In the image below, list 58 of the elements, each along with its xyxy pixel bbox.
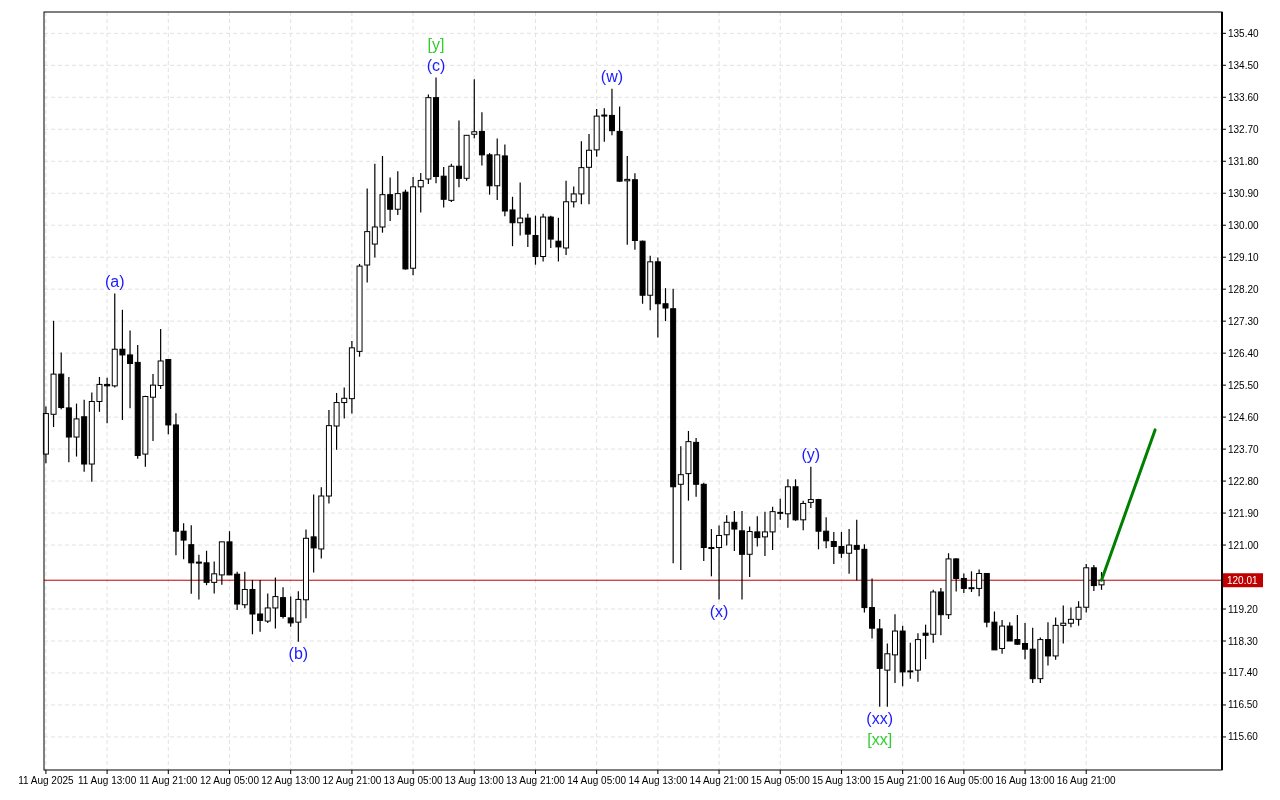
- annotation: [y]: [427, 35, 445, 53]
- y-tick-label: 130.90: [1228, 187, 1260, 199]
- y-tick-label: 125.50: [1228, 379, 1260, 391]
- y-tick-label: 126.40: [1228, 347, 1260, 359]
- y-tick-label: 118.30: [1228, 635, 1259, 647]
- y-tick-label: 132.70: [1228, 123, 1260, 135]
- y-tick-label: 119.20: [1228, 603, 1259, 615]
- y-tick-label: 121.90: [1228, 507, 1260, 519]
- x-tick-label: 11 Aug 21:00: [139, 775, 198, 786]
- candlestick: [188, 524, 195, 595]
- x-tick-label: 15 Aug 21:00: [873, 775, 933, 786]
- y-tick-label: 130.00: [1228, 219, 1260, 231]
- candlestick: [417, 172, 424, 214]
- x-tick-label: 16 Aug 05:00: [934, 775, 994, 786]
- x-tick-label: 12 Aug 05:00: [200, 775, 260, 786]
- y-tick-label: 115.60: [1228, 731, 1259, 743]
- y-tick-label: 116.50: [1228, 699, 1259, 711]
- y-tick-label: 123.70: [1228, 443, 1260, 455]
- x-tick-label: 14 Aug 05:00: [567, 775, 627, 786]
- y-tick-label: 122.80: [1228, 475, 1260, 487]
- y-tick-label: 129.10: [1228, 251, 1260, 263]
- candlestick: [739, 510, 745, 601]
- y-tick-label: 131.80: [1228, 155, 1260, 167]
- y-tick-label: 121.00: [1228, 539, 1260, 551]
- x-tick-label: 16 Aug 21:00: [1056, 775, 1117, 786]
- x-tick-label: 12 Aug 13:00: [261, 775, 321, 786]
- x-tick-label: 13 Aug 13:00: [444, 775, 505, 786]
- ref-line-label: 120.01: [1227, 574, 1259, 586]
- x-tick-label: 11 Aug 13:00: [78, 775, 137, 786]
- annotation: (y): [801, 446, 821, 464]
- x-tick-label: 15 Aug 13:00: [811, 775, 872, 786]
- x-tick-label: 15 Aug 05:00: [750, 775, 811, 786]
- candlestick: [608, 88, 615, 136]
- x-tick-label: 11 Aug 2025: [18, 775, 75, 786]
- annotation: (b): [288, 645, 309, 663]
- candlestick: [677, 445, 684, 571]
- annotation: (a): [104, 273, 125, 291]
- x-tick-label: 16 Aug 13:00: [995, 775, 1055, 786]
- y-tick-label: 127.30: [1228, 315, 1260, 327]
- annotation: [xx]: [867, 731, 893, 749]
- candlestick: [547, 215, 554, 249]
- annotation: (w): [600, 68, 624, 86]
- candlestick: [524, 213, 531, 248]
- x-tick-label: 13 Aug 21:00: [505, 775, 566, 786]
- annotation: (x): [709, 603, 729, 621]
- y-tick-label: 134.50: [1228, 59, 1260, 71]
- y-tick-label: 128.20: [1228, 283, 1260, 295]
- y-tick-label: 124.60: [1228, 411, 1260, 423]
- y-tick-label: 135.40: [1228, 27, 1260, 39]
- y-tick-label: 117.40: [1228, 667, 1259, 679]
- y-tick-label: 133.60: [1228, 91, 1260, 103]
- annotation: (xx): [866, 710, 894, 728]
- x-tick-label: 12 Aug 21:00: [322, 775, 382, 786]
- x-tick-label: 14 Aug 13:00: [628, 775, 688, 786]
- annotation: (c): [426, 56, 446, 74]
- candlestick: [471, 78, 478, 139]
- x-tick-label: 13 Aug 05:00: [383, 775, 443, 786]
- x-tick-label: 14 Aug 21:00: [689, 775, 749, 786]
